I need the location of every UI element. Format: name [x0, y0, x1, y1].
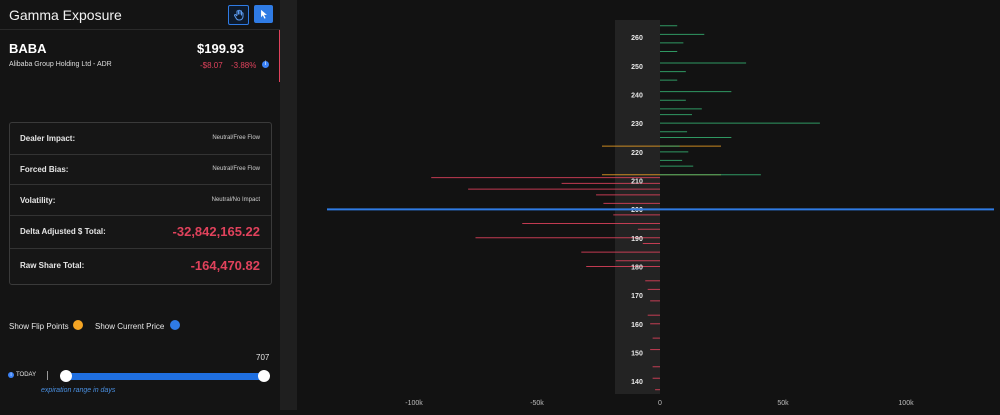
y-tick-label: 170: [631, 293, 643, 300]
y-tick-label: 160: [631, 322, 643, 329]
y-tick-label: 250: [631, 64, 643, 71]
metric-label: Dealer Impact:: [20, 134, 76, 143]
current-price-toggle[interactable]: [170, 320, 180, 330]
metric-row-forced-bias: Forced Bias: Neutral/Free Flow: [10, 154, 271, 185]
x-tick-label: 0: [658, 400, 662, 407]
pan-tool-button[interactable]: [228, 5, 249, 25]
pointer-tool-button[interactable]: [254, 5, 273, 23]
y-tick-label: 150: [631, 350, 643, 357]
app-title: Gamma Exposure: [9, 7, 122, 23]
metric-value: -32,842,165.22: [172, 224, 260, 239]
slider-divider: [47, 371, 48, 380]
metric-row-volatility: Volatility: Neutral/No Impact: [10, 184, 271, 216]
y-tick-label: 190: [631, 236, 643, 243]
panel-divider[interactable]: [280, 0, 297, 410]
today-label: TODAY: [16, 372, 37, 378]
x-tick-label: 50k: [777, 400, 789, 407]
metric-label: Forced Bias:: [20, 165, 69, 174]
slider-max-value: 707: [256, 353, 270, 362]
flip-points-toggle[interactable]: [73, 320, 83, 330]
metrics-panel: Dealer Impact: Neutral/Free Flow Forced …: [9, 122, 272, 285]
metric-row-dealer-impact: Dealer Impact: Neutral/Free Flow: [10, 123, 271, 155]
ticker-symbol: BABA: [9, 41, 47, 56]
sidebar: Gamma Exposure BABA Alibaba Group Holdin…: [0, 0, 282, 410]
current-price-label: Show Current Price: [95, 322, 165, 331]
x-tick-label: -100k: [405, 400, 423, 407]
y-tick-label: 220: [631, 150, 643, 157]
strike-axis-band: [615, 20, 660, 394]
metric-row-raw-share: Raw Share Total: -164,470.82: [10, 248, 271, 284]
metric-value: Neutral/No Impact: [211, 197, 260, 203]
slider-handle-max[interactable]: [258, 370, 270, 382]
y-tick-label: 240: [631, 93, 643, 100]
price-change: -$8.07: [200, 61, 223, 70]
hand-icon: [233, 9, 243, 21]
y-tick-label: 230: [631, 121, 643, 128]
header-bar: Gamma Exposure: [0, 0, 280, 30]
metric-row-delta-adjusted: Delta Adjusted $ Total: -32,842,165.22: [10, 215, 271, 249]
metric-value: Neutral/Free Flow: [212, 166, 260, 172]
y-tick-label: 260: [631, 35, 643, 42]
pointer-icon: [260, 9, 267, 19]
x-tick-label: 100k: [898, 400, 914, 407]
y-tick-label: 200: [631, 207, 643, 214]
y-tick-label: 210: [631, 178, 643, 185]
company-name: Alibaba Group Holding Ltd - ADR: [9, 61, 112, 68]
y-tick-label: 140: [631, 379, 643, 386]
expiration-slider: 707 i TODAY expiration range in days: [0, 350, 280, 410]
gamma-exposure-chart[interactable]: 260 250 240 230 220 210 200 190 180 170 160 150 140 -…: [297, 0, 1000, 410]
today-marker: i TODAY: [8, 372, 36, 378]
x-tick-label: -50k: [530, 400, 544, 407]
metric-label: Volatility:: [20, 196, 56, 205]
slider-track[interactable]: [66, 373, 264, 380]
y-tick-label: 180: [631, 264, 643, 271]
price-change-percent: -3.88%: [231, 61, 257, 70]
slider-handle-min[interactable]: [60, 370, 72, 382]
slider-caption: expiration range in days: [41, 387, 116, 394]
chart-area: 260 250 240 230 220 210 200 190 180 170 160 150 140 -…: [297, 0, 1000, 410]
metric-value: -164,470.82: [190, 258, 260, 273]
info-icon[interactable]: i: [262, 61, 269, 68]
stock-price: $199.93: [197, 41, 244, 56]
flip-points-label: Show Flip Points: [9, 322, 69, 331]
metric-label: Delta Adjusted $ Total:: [20, 227, 106, 236]
info-icon: i: [8, 372, 14, 378]
metric-value: Neutral/Free Flow: [212, 135, 260, 141]
metric-label: Raw Share Total:: [20, 261, 85, 270]
